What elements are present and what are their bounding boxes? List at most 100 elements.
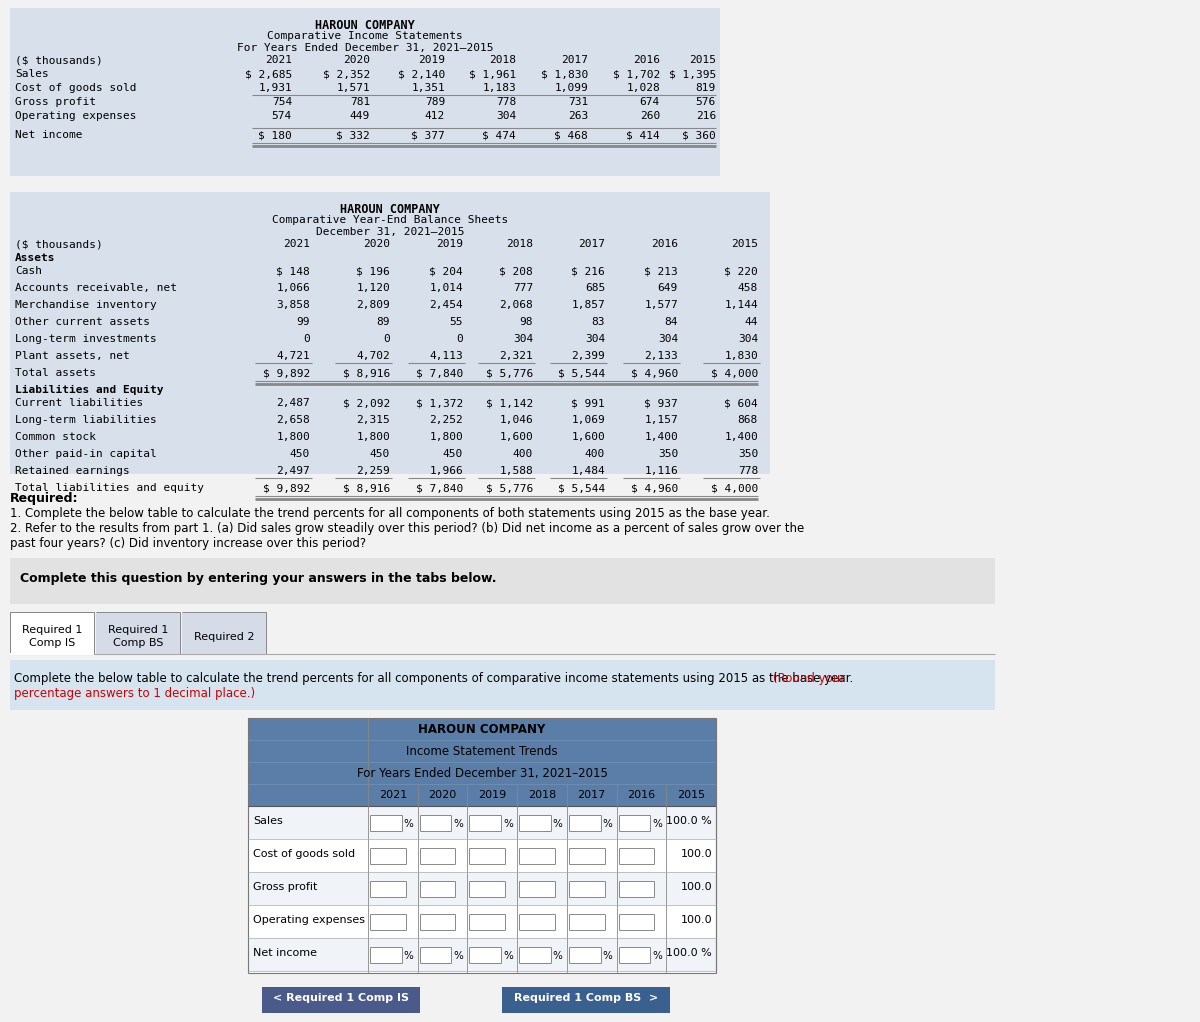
Text: $ 5,776: $ 5,776	[486, 483, 533, 493]
Text: $ 604: $ 604	[725, 398, 758, 408]
Text: $ 468: $ 468	[554, 130, 588, 140]
Text: $ 2,352: $ 2,352	[323, 69, 370, 79]
Text: 2018: 2018	[490, 55, 516, 65]
Text: 304: 304	[584, 334, 605, 344]
Text: 1,066: 1,066	[276, 283, 310, 293]
Text: 304: 304	[512, 334, 533, 344]
Text: 412: 412	[425, 111, 445, 121]
Text: %: %	[503, 951, 514, 961]
Bar	[262, 987, 420, 1013]
Bar	[370, 914, 406, 930]
Text: Sales: Sales	[253, 816, 283, 826]
Text: $ 213: $ 213	[644, 266, 678, 276]
Text: 1,600: 1,600	[499, 432, 533, 442]
Text: 1,120: 1,120	[356, 283, 390, 293]
Text: 649: 649	[658, 283, 678, 293]
Text: 1,400: 1,400	[725, 432, 758, 442]
Text: 450: 450	[289, 449, 310, 459]
Text: Cost of goods sold: Cost of goods sold	[14, 83, 137, 93]
Text: $ 414: $ 414	[626, 130, 660, 140]
Text: 89: 89	[377, 317, 390, 327]
Text: Required 1 Comp BS  >: Required 1 Comp BS >	[514, 993, 658, 1003]
Text: $ 9,892: $ 9,892	[263, 368, 310, 378]
Text: Comparative Year-End Balance Sheets: Comparative Year-End Balance Sheets	[272, 215, 508, 225]
Text: 1,800: 1,800	[356, 432, 390, 442]
Bar	[469, 914, 505, 930]
Bar	[520, 815, 551, 831]
Text: Net income: Net income	[14, 130, 83, 140]
Text: 2015: 2015	[677, 790, 706, 800]
Text: $ 196: $ 196	[356, 266, 390, 276]
Text: 350: 350	[658, 449, 678, 459]
Text: 1,183: 1,183	[482, 83, 516, 93]
Text: 1,351: 1,351	[412, 83, 445, 93]
Text: 1,600: 1,600	[571, 432, 605, 442]
Bar	[569, 881, 605, 897]
Text: $ 180: $ 180	[258, 130, 292, 140]
Text: $ 220: $ 220	[725, 266, 758, 276]
Text: %: %	[602, 819, 612, 829]
Bar	[248, 905, 716, 938]
Bar	[370, 881, 406, 897]
Bar	[10, 192, 770, 474]
Text: 1,931: 1,931	[258, 83, 292, 93]
Text: $ 1,961: $ 1,961	[469, 69, 516, 79]
Text: 3,858: 3,858	[276, 300, 310, 310]
Bar	[569, 947, 600, 963]
Text: Net income: Net income	[253, 948, 317, 958]
Text: 1,966: 1,966	[430, 466, 463, 476]
Text: 304: 304	[738, 334, 758, 344]
Bar	[569, 848, 605, 864]
Text: 83: 83	[592, 317, 605, 327]
Text: Gross profit: Gross profit	[14, 97, 96, 107]
Text: %: %	[553, 951, 563, 961]
Text: 100.0: 100.0	[680, 882, 712, 892]
Text: 674: 674	[640, 97, 660, 107]
Text: Required 2: Required 2	[193, 632, 254, 642]
Text: 1,116: 1,116	[644, 466, 678, 476]
Text: 304: 304	[496, 111, 516, 121]
Bar	[469, 815, 502, 831]
Text: $ 5,776: $ 5,776	[486, 368, 533, 378]
Text: $ 5,544: $ 5,544	[558, 368, 605, 378]
Bar	[248, 718, 716, 973]
Text: $ 360: $ 360	[683, 130, 716, 140]
Text: 1,857: 1,857	[571, 300, 605, 310]
Text: 789: 789	[425, 97, 445, 107]
Text: 778: 778	[738, 466, 758, 476]
Text: Income Statement Trends: Income Statement Trends	[406, 745, 558, 758]
Text: 781: 781	[349, 97, 370, 107]
Text: 304: 304	[658, 334, 678, 344]
Text: Required 1: Required 1	[108, 625, 168, 635]
Text: 0: 0	[304, 334, 310, 344]
Text: $ 208: $ 208	[499, 266, 533, 276]
Text: Comparative Income Statements: Comparative Income Statements	[268, 31, 463, 41]
Text: $ 4,960: $ 4,960	[631, 483, 678, 493]
Text: 2,252: 2,252	[430, 415, 463, 425]
Text: 778: 778	[496, 97, 516, 107]
Text: Liabilities and Equity: Liabilities and Equity	[14, 385, 163, 396]
Text: HAROUN COMPANY: HAROUN COMPANY	[419, 723, 546, 736]
Text: Cost of goods sold: Cost of goods sold	[253, 849, 355, 860]
Text: Cash: Cash	[14, 266, 42, 276]
Bar	[618, 914, 654, 930]
Text: 2,315: 2,315	[356, 415, 390, 425]
Text: %: %	[454, 951, 463, 961]
Text: 2,497: 2,497	[276, 466, 310, 476]
Bar	[420, 947, 451, 963]
Bar	[182, 612, 266, 654]
Text: 1,830: 1,830	[725, 351, 758, 361]
Text: $ 991: $ 991	[571, 398, 605, 408]
Text: $ 204: $ 204	[430, 266, 463, 276]
Text: 400: 400	[584, 449, 605, 459]
Bar	[520, 881, 554, 897]
Text: $ 474: $ 474	[482, 130, 516, 140]
Text: Long-term investments: Long-term investments	[14, 334, 157, 344]
Text: 2015: 2015	[731, 239, 758, 249]
Text: 2017: 2017	[562, 55, 588, 65]
Bar	[248, 839, 716, 872]
Bar	[502, 987, 670, 1013]
Text: 99: 99	[296, 317, 310, 327]
Text: 260: 260	[640, 111, 660, 121]
Text: 2018: 2018	[528, 790, 556, 800]
